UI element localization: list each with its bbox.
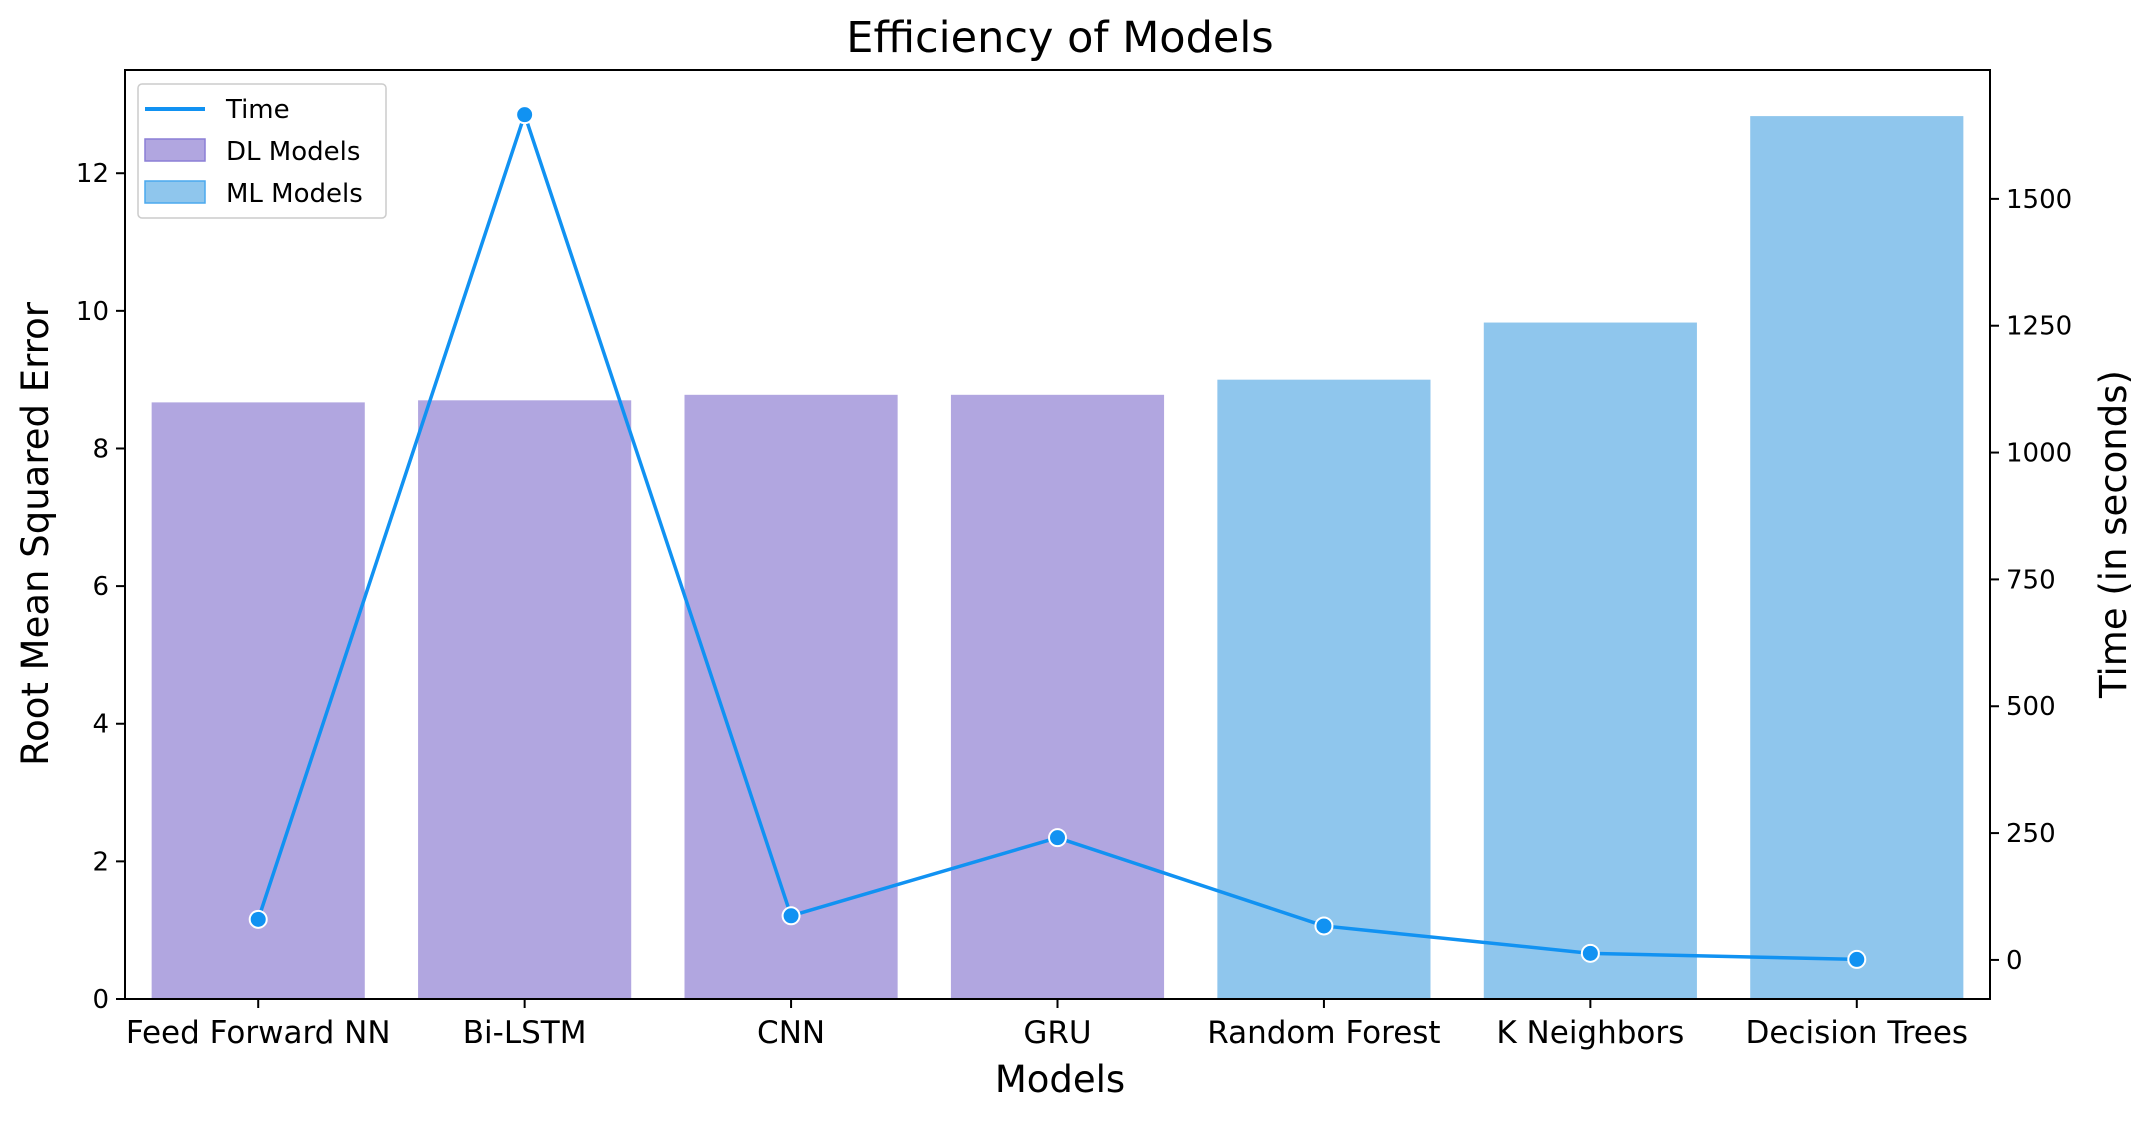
y2-tick-label: 1250	[2006, 312, 2072, 342]
legend-swatch-dl	[144, 138, 206, 162]
y-tick-label: 4	[92, 710, 109, 740]
time-point-6	[1847, 949, 1867, 969]
legend-swatch-ml	[144, 180, 206, 204]
legend: Time DL Models ML Models	[137, 83, 387, 219]
y2-tick-label: 1000	[2006, 439, 2072, 469]
time-point-3	[1048, 828, 1067, 848]
bar-ml-6	[1750, 116, 1964, 999]
time-point-1	[515, 105, 535, 125]
x-tick-label: K Neighbors	[1496, 1015, 1684, 1051]
y2-tick-label: 750	[2006, 565, 2056, 595]
bar-ml-4	[1217, 379, 1431, 1000]
y-tick-label: 12	[76, 159, 109, 189]
bar-dl-1	[418, 400, 632, 999]
y-tick-label: 0	[92, 985, 109, 1015]
y-axis-title: Root Mean Squared Error	[14, 301, 57, 766]
time-point-4	[1314, 916, 1334, 936]
time-line-layer	[248, 105, 1867, 969]
y-tick-label: 6	[92, 572, 109, 602]
bar-ml-5	[1483, 322, 1697, 999]
y2-tick-label: 0	[2006, 946, 2023, 976]
y-tick-label: 2	[92, 847, 109, 877]
bars-layer	[151, 116, 1964, 1000]
legend-label-time: Time	[225, 95, 290, 125]
x-tick-label: Bi-LSTM	[463, 1015, 587, 1051]
x-tick-label: CNN	[757, 1015, 825, 1051]
x-tick-label: Feed Forward NN	[126, 1015, 391, 1051]
y2-axis-title: Time (in seconds)	[2092, 370, 2135, 699]
time-point-2	[781, 906, 801, 926]
axes-layer: 0 2 4 6 8 10 12 0 250 500 750 1000 1250 1500 Feed Forw…	[76, 69, 2072, 1051]
y-tick-label: 8	[92, 434, 109, 464]
chart-title: Efficiency of Models	[846, 13, 1273, 63]
time-point-0	[248, 909, 268, 929]
bar-dl-0	[151, 402, 365, 999]
x-tick-label: Random Forest	[1207, 1015, 1440, 1051]
legend-label-dl: DL Models	[226, 137, 360, 167]
y2-tick-label: 500	[2006, 692, 2056, 722]
y2-tick-label: 250	[2006, 819, 2056, 849]
x-axis-title: Models	[995, 1058, 1125, 1101]
time-point-5	[1580, 943, 1600, 963]
x-tick-label: Decision Trees	[1745, 1015, 1968, 1051]
legend-label-ml: ML Models	[226, 179, 363, 209]
bar-dl-3	[950, 394, 1165, 1000]
y-tick-label: 10	[76, 297, 109, 327]
y2-tick-label: 1500	[2006, 185, 2072, 215]
x-tick-label: GRU	[1023, 1015, 1091, 1051]
